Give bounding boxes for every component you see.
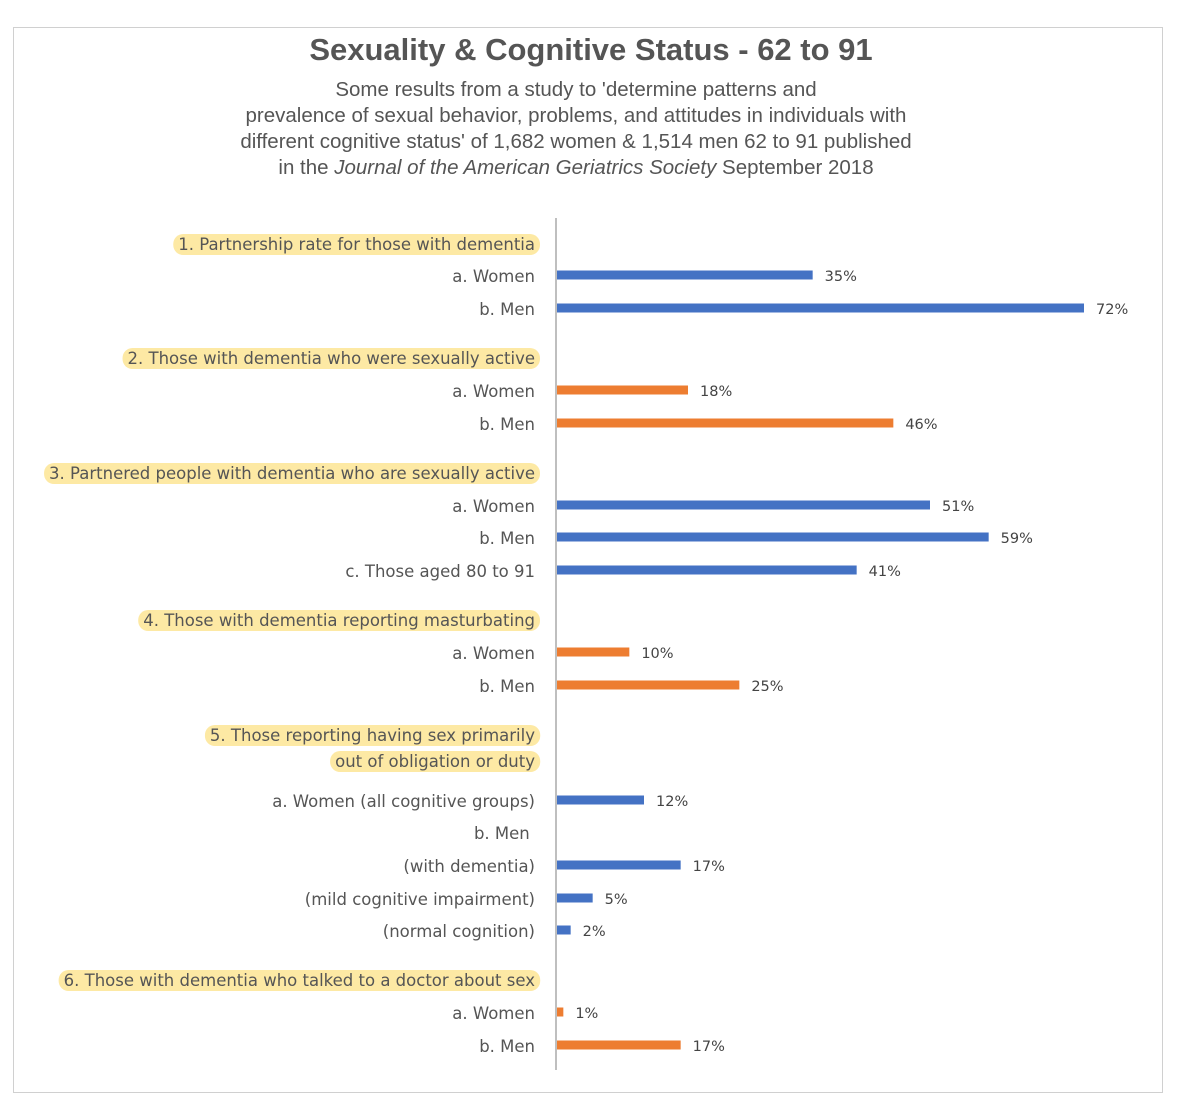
data-label: 10% bbox=[641, 646, 673, 662]
category-header-label: 1. Partnership rate for those with demen… bbox=[178, 235, 535, 254]
data-label: 35% bbox=[825, 269, 857, 285]
data-label: 72% bbox=[1096, 302, 1128, 318]
header-highlight bbox=[204, 725, 541, 746]
bar bbox=[556, 418, 894, 428]
header-highlight bbox=[173, 234, 540, 255]
bar bbox=[556, 1040, 681, 1050]
subtitle-line: prevalence of sexual behavior, problems,… bbox=[150, 103, 1002, 129]
row-label: a. Women bbox=[452, 497, 535, 516]
highlight-layer bbox=[44, 234, 541, 991]
category-header-label: 6. Those with dementia who talked to a d… bbox=[64, 971, 536, 990]
label-layer: 1. Partnership rate for those with demen… bbox=[49, 235, 535, 1056]
bar bbox=[556, 500, 930, 510]
subtitle-line: Some results from a study to 'determine … bbox=[150, 77, 1002, 103]
data-label: 1% bbox=[575, 1006, 598, 1022]
bar bbox=[556, 860, 681, 870]
subtitle-segment: in the bbox=[278, 156, 335, 179]
row-label: b. Men bbox=[479, 1037, 535, 1056]
subtitle-segment: Some results from a study to 'determine … bbox=[335, 78, 817, 101]
row-label: (with dementia) bbox=[403, 857, 535, 876]
data-label: 2% bbox=[583, 924, 606, 940]
category-header-label: out of obligation or duty bbox=[335, 752, 535, 771]
data-label: 5% bbox=[605, 892, 628, 908]
subtitle-segment: different cognitive status' of 1,682 wom… bbox=[240, 130, 912, 153]
data-label: 17% bbox=[693, 1039, 725, 1055]
category-header-label: 3. Partnered people with dementia who ar… bbox=[49, 464, 535, 483]
row-label: (mild cognitive impairment) bbox=[305, 890, 535, 909]
subtitle-line: in the Journal of the American Geriatric… bbox=[150, 155, 1002, 181]
row-label: a. Women bbox=[452, 267, 535, 286]
bar bbox=[556, 303, 1084, 313]
bar-layer: 35% 72% 18% 46% 51% 59% 41% 10% 25% 12% 17% 5% 2% 1% 1… bbox=[556, 269, 1128, 1055]
bar bbox=[556, 647, 630, 657]
data-label: 59% bbox=[1001, 531, 1033, 547]
category-header-label: 5. Those reporting having sex primarily bbox=[210, 726, 535, 745]
bar bbox=[556, 795, 644, 805]
header-highlight bbox=[330, 751, 541, 772]
header-highlight bbox=[58, 970, 541, 991]
row-label: c. Those aged 80 to 91 bbox=[345, 562, 535, 581]
data-label: 41% bbox=[869, 564, 901, 580]
chart-frame bbox=[13, 27, 1163, 1093]
data-label: 25% bbox=[751, 679, 783, 695]
bar bbox=[556, 1007, 564, 1017]
data-label: 18% bbox=[700, 384, 732, 400]
row-label: a. Women (all cognitive groups) bbox=[272, 792, 535, 811]
chart-title: Sexuality & Cognitive Status - 62 to 91 bbox=[309, 32, 873, 67]
chart-subtitle: Some results from a study to 'determine … bbox=[150, 77, 1002, 181]
row-label: b. Men bbox=[479, 300, 535, 319]
row-label: b. Men bbox=[479, 529, 535, 548]
subtitle-segment: Journal of the American Geriatrics Socie… bbox=[334, 156, 717, 179]
subtitle-line: different cognitive status' of 1,682 wom… bbox=[150, 129, 1002, 155]
data-label: 46% bbox=[905, 417, 937, 433]
header-highlight bbox=[138, 610, 540, 631]
bar bbox=[556, 385, 688, 395]
subtitle-segment: prevalence of sexual behavior, problems,… bbox=[245, 104, 907, 127]
data-label: 51% bbox=[942, 499, 974, 515]
header-highlight bbox=[122, 348, 540, 369]
bar bbox=[556, 893, 593, 903]
category-header-label: 4. Those with dementia reporting masturb… bbox=[143, 611, 535, 630]
row-label: b. Men bbox=[479, 415, 535, 434]
bar bbox=[556, 532, 989, 542]
data-label: 17% bbox=[693, 859, 725, 875]
row-label: (normal cognition) bbox=[383, 922, 535, 941]
bar bbox=[556, 270, 813, 280]
row-label: a. Women bbox=[452, 1004, 535, 1023]
header-highlight bbox=[44, 463, 540, 484]
bar bbox=[556, 680, 740, 690]
data-label: 12% bbox=[656, 794, 688, 810]
row-label: a. Women bbox=[452, 382, 535, 401]
row-label: b. Men bbox=[479, 677, 535, 696]
bar bbox=[556, 565, 857, 575]
row-label: a. Women bbox=[452, 644, 535, 663]
subtitle-segment: September 2018 bbox=[716, 156, 874, 179]
row-label: b. Men bbox=[474, 824, 535, 843]
bar bbox=[556, 925, 571, 935]
category-header-label: 2. Those with dementia who were sexually… bbox=[128, 349, 535, 368]
